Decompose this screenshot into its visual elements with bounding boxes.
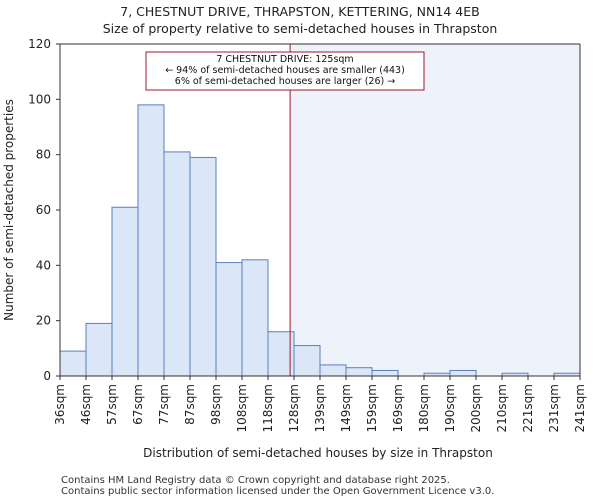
larger-region-shade-rect [290, 44, 580, 376]
bar-77sqm [163, 151, 191, 377]
bar-57sqm [111, 206, 139, 377]
x-tick-label: 190sqm [443, 384, 457, 432]
x-tick-label: 149sqm [339, 384, 353, 432]
y-tick-label: 40 [36, 258, 51, 272]
x-tick-label: 118sqm [261, 384, 275, 432]
x-tick-label: 67sqm [131, 384, 145, 425]
y-tick-label: 20 [36, 314, 51, 328]
x-axis-label: Distribution of semi-detached houses by … [143, 446, 493, 460]
bar-67sqm [137, 104, 165, 377]
y-tick-label: 120 [28, 37, 51, 51]
x-tick-label: 87sqm [183, 384, 197, 425]
x-tick-label: 231sqm [547, 384, 561, 432]
annotation-line-3: 6% of semi-detached houses are larger (2… [175, 76, 395, 87]
larger-region-shade [290, 44, 580, 376]
bars [59, 104, 581, 377]
bar-36sqm [59, 350, 87, 377]
x-tick-label: 46sqm [79, 384, 93, 425]
x-tick-label: 98sqm [209, 384, 223, 425]
x-tick-label: 128sqm [287, 384, 301, 432]
x-tick-label: 36sqm [53, 384, 67, 425]
x-ticks: 36sqm 46sqm 57sqm 67sqm 77sqm 87sqm 98sqm 108sq… [53, 376, 587, 432]
y-axis-label: Number of semi-detached properties [2, 99, 16, 321]
bar-190sqm [449, 369, 477, 377]
footer-line-2: Contains public sector information licen… [61, 486, 494, 497]
y-tick-label: 60 [36, 203, 51, 217]
annotation-line-1: 7 CHESTNUT DRIVE: 125sqm [216, 54, 353, 65]
bar-149sqm [345, 367, 373, 377]
chart-title: 7, CHESTNUT DRIVE, THRAPSTON, KETTERING,… [120, 4, 479, 19]
bar-46sqm [85, 322, 113, 377]
x-tick-label: 77sqm [157, 384, 171, 425]
x-tick-label: 169sqm [391, 384, 405, 432]
annotation-box [145, 51, 425, 91]
annotation-line-2: ← 94% of semi-detached houses are smalle… [165, 65, 405, 76]
y-tick-label: 100 [28, 92, 51, 106]
x-tick-label: 108sqm [235, 384, 249, 432]
x-tick-label: 200sqm [469, 384, 483, 432]
bar-159sqm [371, 369, 399, 377]
x-tick-label: 139sqm [313, 384, 327, 432]
bar-98sqm [215, 262, 243, 377]
bar-139sqm [319, 364, 347, 377]
footer-line-1: Contains HM Land Registry data © Crown c… [61, 475, 450, 486]
y-tick-label: 0 [43, 369, 51, 383]
bar-108sqm [241, 259, 269, 377]
x-tick-label: 159sqm [365, 384, 379, 432]
y-ticks: 0 20 40 60 80 100 120 [28, 37, 60, 383]
y-tick-label: 80 [36, 148, 51, 162]
bar-128sqm [293, 345, 321, 377]
x-tick-label: 180sqm [417, 384, 431, 432]
x-tick-label: 241sqm [573, 384, 587, 432]
chart-subtitle: Size of property relative to semi-detach… [103, 21, 498, 36]
x-tick-label: 57sqm [105, 384, 119, 425]
bar-87sqm [189, 156, 217, 377]
x-tick-label: 221sqm [521, 384, 535, 432]
x-tick-label: 210sqm [495, 384, 509, 432]
